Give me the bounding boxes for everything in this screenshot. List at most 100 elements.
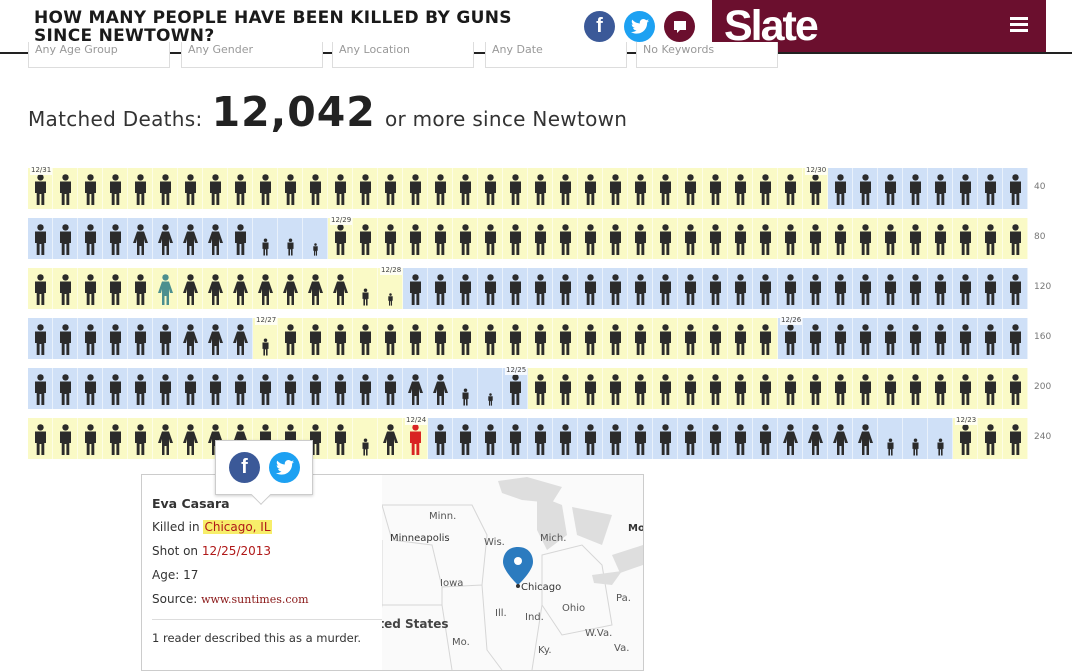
victim-cell[interactable] [428,218,453,259]
victim-cell[interactable] [203,218,228,259]
victim-cell[interactable] [728,318,753,359]
victim-cell[interactable] [153,318,178,359]
victim-cell[interactable] [853,318,878,359]
victim-cell[interactable] [703,418,728,459]
victim-cell[interactable] [753,368,778,409]
victim-cell[interactable] [353,218,378,259]
victim-cell[interactable] [453,218,478,259]
victim-cell[interactable] [803,368,828,409]
victim-cell[interactable] [103,418,128,459]
location-filter[interactable]: Any Location [332,42,474,68]
victim-cell[interactable] [678,168,703,209]
victim-cell[interactable] [603,218,628,259]
victim-cell[interactable] [803,318,828,359]
victim-cell[interactable] [753,168,778,209]
victim-cell[interactable] [278,168,303,209]
victim-cell[interactable] [428,318,453,359]
victim-cell[interactable] [878,368,903,409]
victim-cell[interactable] [303,368,328,409]
victim-cell[interactable] [253,268,278,309]
victim-cell[interactable] [178,318,203,359]
victim-cell[interactable] [153,168,178,209]
victim-cell[interactable] [828,268,853,309]
victim-cell[interactable] [53,168,78,209]
victim-cell[interactable] [878,168,903,209]
victim-cell[interactable] [103,268,128,309]
victim-cell[interactable] [653,268,678,309]
victim-cell[interactable] [778,168,803,209]
victim-cell[interactable] [28,368,53,409]
victim-cell[interactable] [628,218,653,259]
victim-cell[interactable] [478,318,503,359]
victim-cell[interactable] [553,318,578,359]
victim-cell[interactable] [578,368,603,409]
victim-cell[interactable] [678,418,703,459]
victim-cell[interactable] [1003,368,1028,409]
victim-cell[interactable] [228,218,253,259]
victim-cell[interactable] [528,318,553,359]
victim-cell[interactable] [103,168,128,209]
victim-cell[interactable] [178,418,203,459]
victim-cell[interactable] [953,268,978,309]
victim-cell[interactable] [203,318,228,359]
victim-cell[interactable] [803,218,828,259]
victim-cell[interactable] [28,418,53,459]
victim-cell[interactable] [928,368,953,409]
victim-cell[interactable] [778,418,803,459]
victim-cell[interactable] [203,168,228,209]
victim-cell[interactable] [703,168,728,209]
victim-cell[interactable] [253,368,278,409]
victim-cell[interactable] [928,168,953,209]
victim-cell[interactable] [78,368,103,409]
victim-cell[interactable] [353,418,378,459]
victim-cell[interactable] [378,318,403,359]
victim-cell[interactable] [353,168,378,209]
victim-cell[interactable] [728,168,753,209]
victim-cell[interactable] [578,318,603,359]
victim-cell[interactable] [903,218,928,259]
victim-cell[interactable] [753,268,778,309]
victim-cell[interactable] [403,168,428,209]
victim-cell[interactable] [728,418,753,459]
victim-cell[interactable] [278,218,303,259]
victim-cell[interactable] [928,318,953,359]
source-link[interactable]: www.suntimes.com [201,593,309,606]
victim-cell[interactable] [553,168,578,209]
victim-cell[interactable] [428,368,453,409]
gender-filter[interactable]: Any Gender [181,42,323,68]
victim-cell[interactable] [278,268,303,309]
victim-cell[interactable] [703,368,728,409]
victim-cell[interactable] [178,368,203,409]
victim-cell[interactable] [578,268,603,309]
victim-cell[interactable] [53,318,78,359]
victim-cell[interactable] [78,168,103,209]
victim-cell[interactable] [128,218,153,259]
victim-cell[interactable] [53,418,78,459]
victim-cell[interactable] [903,418,928,459]
victim-cell[interactable] [403,218,428,259]
victim-cell[interactable] [353,368,378,409]
victim-cell[interactable] [528,368,553,409]
victim-cell[interactable] [328,268,353,309]
victim-cell[interactable] [453,318,478,359]
victim-cell[interactable] [478,418,503,459]
victim-cell[interactable] [978,318,1003,359]
victim-cell[interactable] [53,268,78,309]
victim-cell[interactable] [953,168,978,209]
victim-cell[interactable] [803,418,828,459]
victim-cell[interactable] [853,368,878,409]
map-pin-icon[interactable] [503,547,533,588]
victim-cell[interactable] [278,318,303,359]
victim-cell[interactable] [453,418,478,459]
victim-cell[interactable] [678,318,703,359]
victim-cell[interactable] [578,218,603,259]
victim-cell[interactable] [453,268,478,309]
victim-cell[interactable] [78,318,103,359]
victim-cell[interactable] [778,218,803,259]
victim-cell[interactable] [653,418,678,459]
age-group-filter[interactable]: Any Age Group [28,42,170,68]
victim-cell[interactable] [228,168,253,209]
victim-cell[interactable] [878,318,903,359]
victim-cell[interactable] [128,418,153,459]
victim-cell[interactable] [603,318,628,359]
